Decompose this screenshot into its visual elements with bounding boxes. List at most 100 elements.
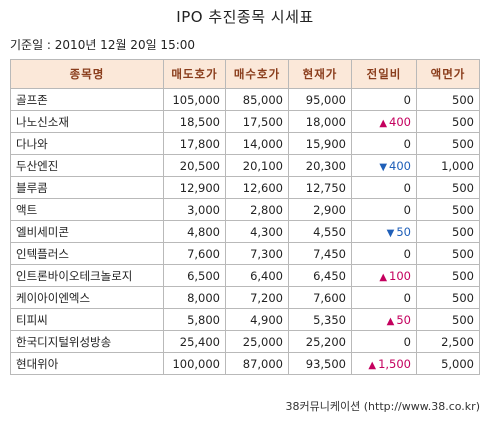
stock-name: 블루콤: [10, 176, 164, 199]
change-value: 0: [403, 334, 411, 349]
table-row: 나노신소재 18,500 17,500 18,000 ▲ 400 500: [10, 110, 480, 133]
bid-price: 14,000: [225, 132, 289, 155]
par-value: 500: [416, 198, 480, 221]
change-cell: ▼ 50: [351, 220, 417, 243]
page-title: IPO 추진종목 시세표: [176, 8, 314, 26]
table-row: 인트론바이오테크놀로지 6,500 6,400 6,450 ▲ 100 500: [10, 264, 480, 287]
triangle-up-icon: ▲: [379, 117, 388, 129]
bid-price: 7,200: [225, 286, 289, 309]
bid-price: 12,600: [225, 176, 289, 199]
par-value: 2,500: [416, 330, 480, 353]
triangle-up-icon: ▲: [386, 315, 395, 327]
col-header-change: 전일비: [351, 59, 417, 89]
current-price: 12,750: [288, 176, 352, 199]
par-value: 1,000: [416, 154, 480, 177]
par-value: 500: [416, 286, 480, 309]
ask-price: 4,800: [163, 220, 226, 243]
change-cell: ▲ 400: [351, 110, 417, 133]
change-value: 0: [403, 180, 411, 195]
change-cell: 0: [351, 88, 417, 111]
stock-name: 현대위아: [10, 352, 164, 375]
ask-price: 100,000: [163, 352, 226, 375]
ask-price: 25,400: [163, 330, 226, 353]
stock-name: 액트: [10, 198, 164, 221]
par-value: 500: [416, 110, 480, 133]
ask-price: 18,500: [163, 110, 226, 133]
stock-name: 다나와: [10, 132, 164, 155]
col-header-par: 액면가: [416, 59, 480, 89]
par-value: 500: [416, 308, 480, 331]
change-value: 0: [403, 290, 411, 305]
bid-price: 7,300: [225, 242, 289, 265]
current-price: 7,600: [288, 286, 352, 309]
table-row: 골프존 105,000 85,000 95,000 0 500: [10, 88, 480, 111]
change-value: 0: [403, 136, 411, 151]
table-row: 케이아이엔엑스 8,000 7,200 7,600 0 500: [10, 286, 480, 309]
change-cell: ▲ 100: [351, 264, 417, 287]
change-value: 100: [389, 268, 411, 283]
change-cell: ▲ 50: [351, 308, 417, 331]
col-header-name: 종목명: [10, 59, 164, 89]
change-value: 0: [403, 202, 411, 217]
stock-name: 인텍플러스: [10, 242, 164, 265]
change-cell: ▲ 1,500: [351, 352, 417, 375]
par-value: 500: [416, 88, 480, 111]
current-price: 25,200: [288, 330, 352, 353]
change-value: 0: [403, 246, 411, 261]
stock-name: 엘비세미콘: [10, 220, 164, 243]
current-price: 18,000: [288, 110, 352, 133]
triangle-down-icon: ▼: [379, 161, 388, 173]
col-header-bid: 매수호가: [225, 59, 289, 89]
par-value: 500: [416, 176, 480, 199]
change-cell: 0: [351, 132, 417, 155]
bid-price: 20,100: [225, 154, 289, 177]
stock-name: 한국디지털위성방송: [10, 330, 164, 353]
change-value: 400: [389, 158, 411, 173]
ask-price: 12,900: [163, 176, 226, 199]
table-row: 인텍플러스 7,600 7,300 7,450 0 500: [10, 242, 480, 265]
change-value: 50: [396, 312, 411, 327]
change-value: 400: [389, 114, 411, 129]
current-price: 6,450: [288, 264, 352, 287]
bid-price: 17,500: [225, 110, 289, 133]
triangle-up-icon: ▲: [368, 359, 377, 371]
bid-price: 6,400: [225, 264, 289, 287]
bid-price: 25,000: [225, 330, 289, 353]
ask-price: 105,000: [163, 88, 226, 111]
par-value: 500: [416, 242, 480, 265]
par-value: 500: [416, 132, 480, 155]
bid-price: 85,000: [225, 88, 289, 111]
change-value: 50: [396, 224, 411, 239]
table-row: 한국디지털위성방송 25,400 25,000 25,200 0 2,500: [10, 330, 480, 353]
current-price: 7,450: [288, 242, 352, 265]
stock-name: 골프존: [10, 88, 164, 111]
table-row: 액트 3,000 2,800 2,900 0 500: [10, 198, 480, 221]
triangle-down-icon: ▼: [386, 227, 395, 239]
stock-name: 나노신소재: [10, 110, 164, 133]
col-header-ask: 매도호가: [163, 59, 226, 89]
stock-name: 두산엔진: [10, 154, 164, 177]
par-value: 500: [416, 264, 480, 287]
base-date: 기준일 : 2010년 12월 20일 15:00: [10, 38, 196, 52]
bid-price: 4,900: [225, 308, 289, 331]
bid-price: 87,000: [225, 352, 289, 375]
change-cell: 0: [351, 286, 417, 309]
par-value: 500: [416, 220, 480, 243]
change-cell: 0: [351, 242, 417, 265]
change-value: 0: [403, 92, 411, 107]
change-cell: ▼ 400: [351, 154, 417, 177]
current-price: 20,300: [288, 154, 352, 177]
table-row: 티피씨 5,800 4,900 5,350 ▲ 50 500: [10, 308, 480, 331]
footer-source: 38커뮤니케이션 (http://www.38.co.kr): [285, 400, 480, 413]
stock-name: 케이아이엔엑스: [10, 286, 164, 309]
current-price: 93,500: [288, 352, 352, 375]
table-row: 다나와 17,800 14,000 15,900 0 500: [10, 132, 480, 155]
quote-table: 종목명 매도호가 매수호가 현재가 전일비 액면가 골프존 105,000 85,0…: [10, 59, 480, 375]
change-cell: 0: [351, 176, 417, 199]
table-row: 블루콤 12,900 12,600 12,750 0 500: [10, 176, 480, 199]
col-header-price: 현재가: [288, 59, 352, 89]
current-price: 15,900: [288, 132, 352, 155]
triangle-up-icon: ▲: [379, 271, 388, 283]
ask-price: 6,500: [163, 264, 226, 287]
table-row: 엘비세미콘 4,800 4,300 4,550 ▼ 50 500: [10, 220, 480, 243]
